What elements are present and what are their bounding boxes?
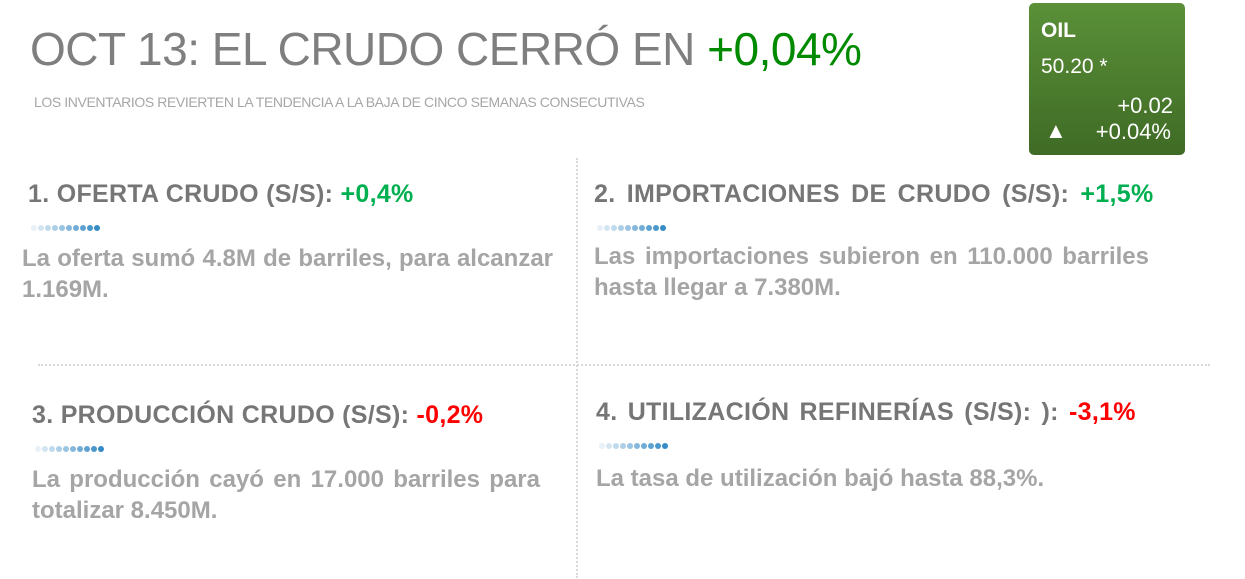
dot xyxy=(63,446,69,452)
dot xyxy=(620,443,626,449)
title-text: OCT 13: EL CRUDO CERRÓ EN xyxy=(30,23,708,75)
section-imports: 2. IMPORTACIONES DE CRUDO (S/S): +1,5% L… xyxy=(594,180,1153,303)
ticker-symbol: OIL xyxy=(1041,19,1076,42)
section-value: +1,5% xyxy=(1080,180,1154,208)
triangle-up-icon: ▲ xyxy=(1045,118,1067,143)
section-value: -3,1% xyxy=(1069,398,1136,426)
dot xyxy=(59,225,65,231)
dot xyxy=(45,225,51,231)
dot xyxy=(611,225,617,231)
dot xyxy=(94,225,100,231)
dots-divider xyxy=(599,443,1196,449)
section-production: 3. PRODUCCIÓN CRUDO (S/S): -0,2% La prod… xyxy=(32,401,540,526)
dot xyxy=(655,443,661,449)
ticker-price: 50.20 * xyxy=(1041,55,1108,78)
dot xyxy=(597,225,603,231)
dot xyxy=(66,225,72,231)
ticker-change: +0.02 xyxy=(1117,93,1173,118)
dot xyxy=(625,225,631,231)
heading-text: 3. PRODUCCIÓN CRUDO (S/S): xyxy=(32,401,417,429)
dot xyxy=(38,225,44,231)
section-heading: 3. PRODUCCIÓN CRUDO (S/S): -0,2% xyxy=(32,401,540,430)
dot xyxy=(641,443,647,449)
section-heading: 4. UTILIZACIÓN REFINERÍAS (S/S): ): -3,1… xyxy=(596,398,1196,427)
dot xyxy=(613,443,619,449)
dot xyxy=(639,225,645,231)
dots-divider xyxy=(31,225,553,231)
section-value: -0,2% xyxy=(416,401,484,429)
vertical-divider xyxy=(576,158,578,578)
dot xyxy=(56,446,62,452)
dot xyxy=(604,225,610,231)
title-change: +0,04% xyxy=(707,23,862,75)
dot xyxy=(70,446,76,452)
dots-divider xyxy=(35,446,540,452)
dot xyxy=(52,225,58,231)
dot xyxy=(73,225,79,231)
section-refineries: 4. UTILIZACIÓN REFINERÍAS (S/S): ): -3,1… xyxy=(596,398,1196,494)
section-heading: 2. IMPORTACIONES DE CRUDO (S/S): +1,5% xyxy=(594,180,1153,209)
dot xyxy=(49,446,55,452)
section-text: La tasa de utilización bajó hasta 88,3%. xyxy=(596,465,1045,492)
dot xyxy=(627,443,633,449)
heading-text: 4. UTILIZACIÓN REFINERÍAS (S/S): ): xyxy=(596,398,1070,426)
dot xyxy=(77,446,83,452)
dot xyxy=(634,443,640,449)
dot xyxy=(98,446,104,452)
dot xyxy=(31,225,37,231)
section-text: Las importaciones subieron en 110.000 ba… xyxy=(594,243,1149,301)
section-heading: 1. OFERTA CRUDO (S/S): +0,4% xyxy=(28,180,553,209)
dot xyxy=(662,443,668,449)
dot xyxy=(35,446,41,452)
dot xyxy=(648,443,654,449)
heading-text: 2. IMPORTACIONES DE CRUDO (S/S): xyxy=(594,180,1081,208)
dot xyxy=(660,225,666,231)
dot xyxy=(87,225,93,231)
dot xyxy=(42,446,48,452)
heading-text: 1. OFERTA CRUDO (S/S): xyxy=(28,180,341,208)
dot xyxy=(91,446,97,452)
subtitle: LOS INVENTARIOS REVIERTEN LA TENDENCIA A… xyxy=(34,94,645,110)
section-text: La producción cayó en 17.000 barriles pa… xyxy=(32,466,540,524)
dot xyxy=(618,225,624,231)
dot xyxy=(599,443,605,449)
section-value: +0,4% xyxy=(340,180,414,208)
ticker-change-pct: +0.04% xyxy=(1095,119,1171,144)
section-supply: 1. OFERTA CRUDO (S/S): +0,4% La oferta s… xyxy=(22,180,553,305)
horizontal-divider xyxy=(38,364,1210,366)
dot xyxy=(80,225,86,231)
dot xyxy=(84,446,90,452)
dot xyxy=(606,443,612,449)
dot xyxy=(646,225,652,231)
dots-divider xyxy=(597,225,1149,231)
dot xyxy=(653,225,659,231)
oil-ticker-card: OIL 50.20 * +0.02 ▲ +0.04% xyxy=(1029,3,1185,155)
page-title: OCT 13: EL CRUDO CERRÓ EN +0,04% xyxy=(30,22,862,76)
dot xyxy=(632,225,638,231)
section-text: La oferta sumó 4.8M de barriles, para al… xyxy=(22,245,553,303)
